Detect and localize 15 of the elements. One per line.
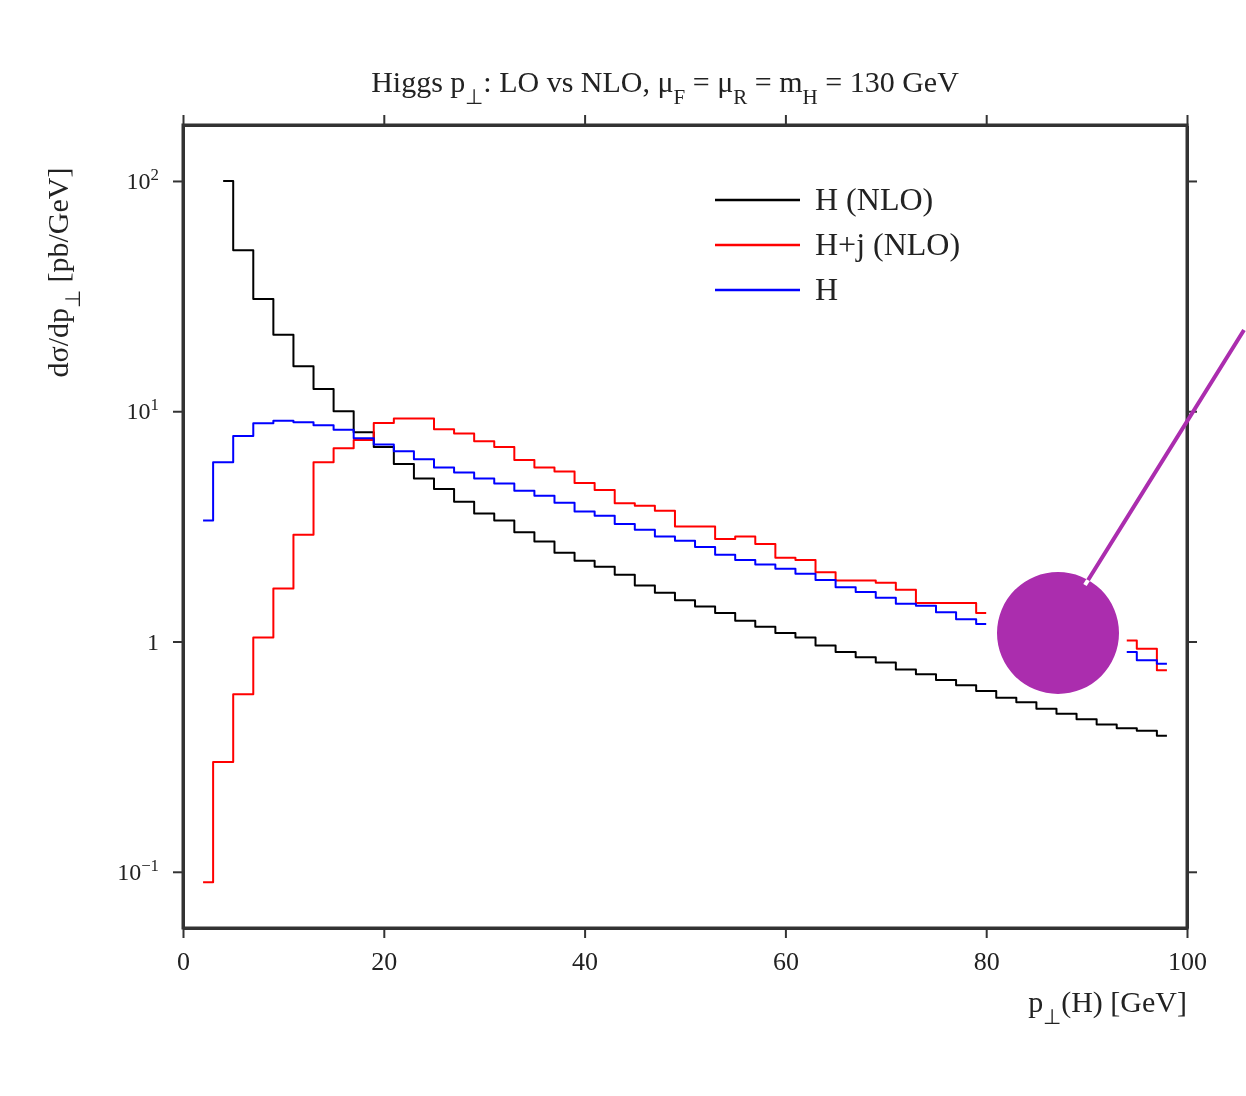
x-tick-label: 40 [572,947,599,977]
x-tick-label: 80 [973,947,1000,977]
y-tick-label: 10$^{1}$ [126,394,159,425]
legend-label: H (NLO) [815,181,934,217]
x-tick-label: 60 [772,947,799,977]
y-tick-label: 10$^{−1}$ [117,855,159,885]
x-tick-label: 0 [177,947,190,977]
y-tick-label: 10$^{2}$ [126,164,159,195]
legend-label: H [815,271,839,307]
chart-title: Higgs p$_{⊥}$: LO vs NLO, μ$_{F}$ = μ$_{R}$ = m$_{H}$ = 130 GeV [371,65,959,109]
y-tick-label: 1 [147,628,159,655]
x-axis-title: p$_{⊥}$(H) [GeV] [1028,985,1187,1029]
x-tick-label: 20 [371,947,398,977]
legend-label: H+j (NLO) [815,226,961,262]
x-tick-label: 100 [1168,947,1207,977]
